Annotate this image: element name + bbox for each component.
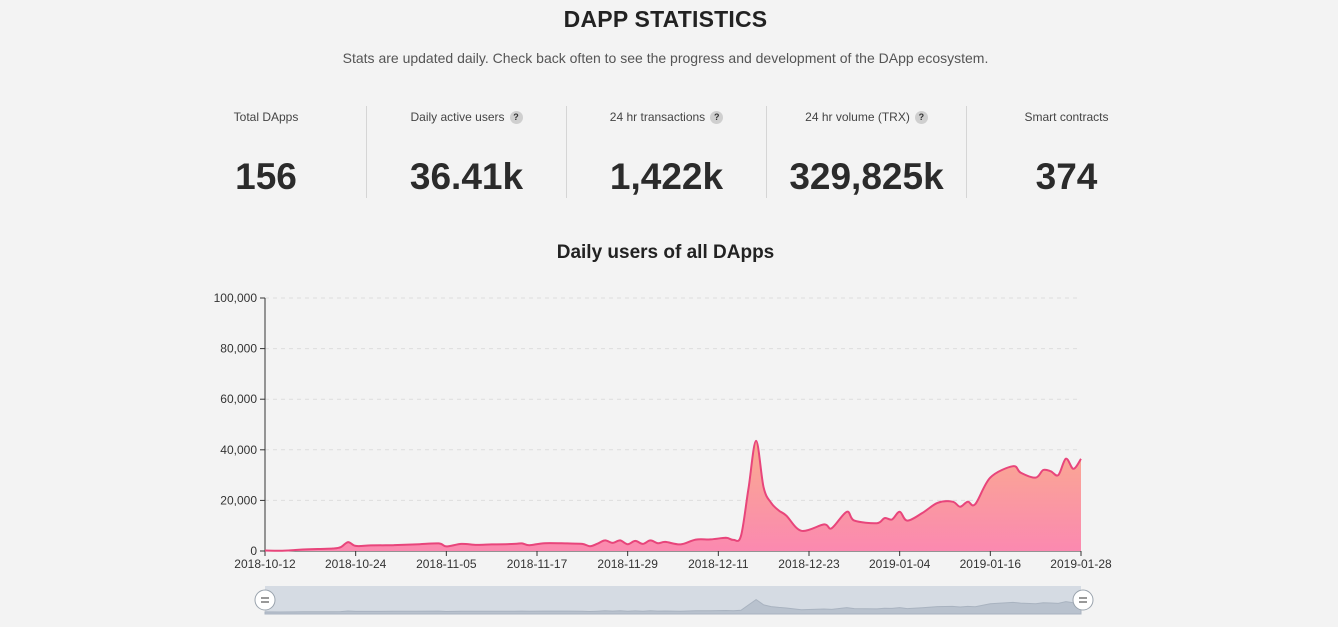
y-tick-label: 20,000 — [220, 493, 257, 507]
stat-daily-active-users: Daily active users? 36.41k — [366, 106, 566, 198]
x-tick-label: 2018-11-29 — [597, 557, 658, 571]
grid-lines — [265, 297, 1081, 501]
x-tick-label: 2018-12-23 — [778, 557, 840, 571]
stat-value: 374 — [1035, 156, 1098, 197]
y-tick-label: 100,000 — [214, 291, 258, 305]
page-subtitle: Stats are updated daily. Check back ofte… — [342, 50, 989, 66]
y-tick-label: 40,000 — [220, 443, 257, 457]
stat-24hr-transactions: 24 hr transactions? 1,422k — [566, 106, 766, 198]
stat-label: Total DApps — [166, 110, 366, 124]
stat-label-text: Daily active users — [410, 110, 505, 124]
page-title: DAPP STATISTICS — [563, 6, 768, 32]
x-tick-label: 2019-01-16 — [960, 557, 1022, 571]
x-tick-label: 2018-10-24 — [325, 557, 387, 571]
x-tick-label: 2019-01-04 — [869, 557, 931, 571]
zoom-handle[interactable] — [254, 589, 276, 611]
stat-label: Smart contracts — [967, 110, 1166, 124]
x-axis: 2018-10-12 2018-10-24 2018-11-05 2018-11-17… — [234, 550, 1112, 571]
series-line — [264, 439, 1082, 552]
y-tick-label: 80,000 — [220, 342, 257, 356]
stat-label: Daily active users? — [367, 110, 566, 124]
y-tick-label: 60,000 — [220, 392, 257, 406]
x-tick-label: 2018-10-12 — [234, 557, 296, 571]
stat-label: 24 hr volume (TRX)? — [767, 110, 966, 124]
y-tick-label: 0 — [250, 544, 257, 558]
zoom-handle[interactable] — [1072, 589, 1094, 611]
stat-value: 36.41k — [409, 156, 524, 197]
stat-label-text: Total DApps — [233, 110, 299, 124]
stat-value: 156 — [235, 156, 297, 197]
help-icon[interactable]: ? — [914, 110, 928, 124]
stat-label: 24 hr transactions? — [567, 110, 766, 124]
help-icon[interactable]: ? — [509, 110, 523, 124]
stat-value: 1,422k — [609, 156, 724, 197]
x-tick-label: 2019-01-28 — [1050, 557, 1112, 571]
stat-label-text: Smart contracts — [1024, 110, 1109, 124]
stat-label-text: 24 hr transactions — [609, 110, 706, 124]
stat-label-text: 24 hr volume (TRX) — [805, 110, 910, 124]
x-tick-label: 2018-11-17 — [507, 557, 568, 571]
stat-value: 329,825k — [789, 156, 944, 197]
chart-title: Daily users of all DApps — [556, 242, 775, 263]
data-zoom-slider[interactable] — [254, 586, 1094, 615]
x-tick-label: 2018-12-11 — [688, 557, 749, 571]
zoom-preview — [264, 598, 1082, 615]
help-icon[interactable]: ? — [710, 110, 724, 124]
stat-smart-contracts: Smart contracts 374 — [966, 106, 1166, 198]
x-tick-label: 2018-11-05 — [416, 557, 477, 571]
stat-total-dapps: Total DApps 156 — [166, 106, 366, 198]
stat-24hr-volume: 24 hr volume (TRX)? 329,825k — [766, 106, 966, 198]
series-area — [265, 440, 1081, 551]
stats-row: Total DApps 156 Daily active users? 36.4… — [166, 106, 1166, 198]
y-axis: 0 20,000 40,000 60,000 80,000 100,000 — [214, 291, 266, 558]
